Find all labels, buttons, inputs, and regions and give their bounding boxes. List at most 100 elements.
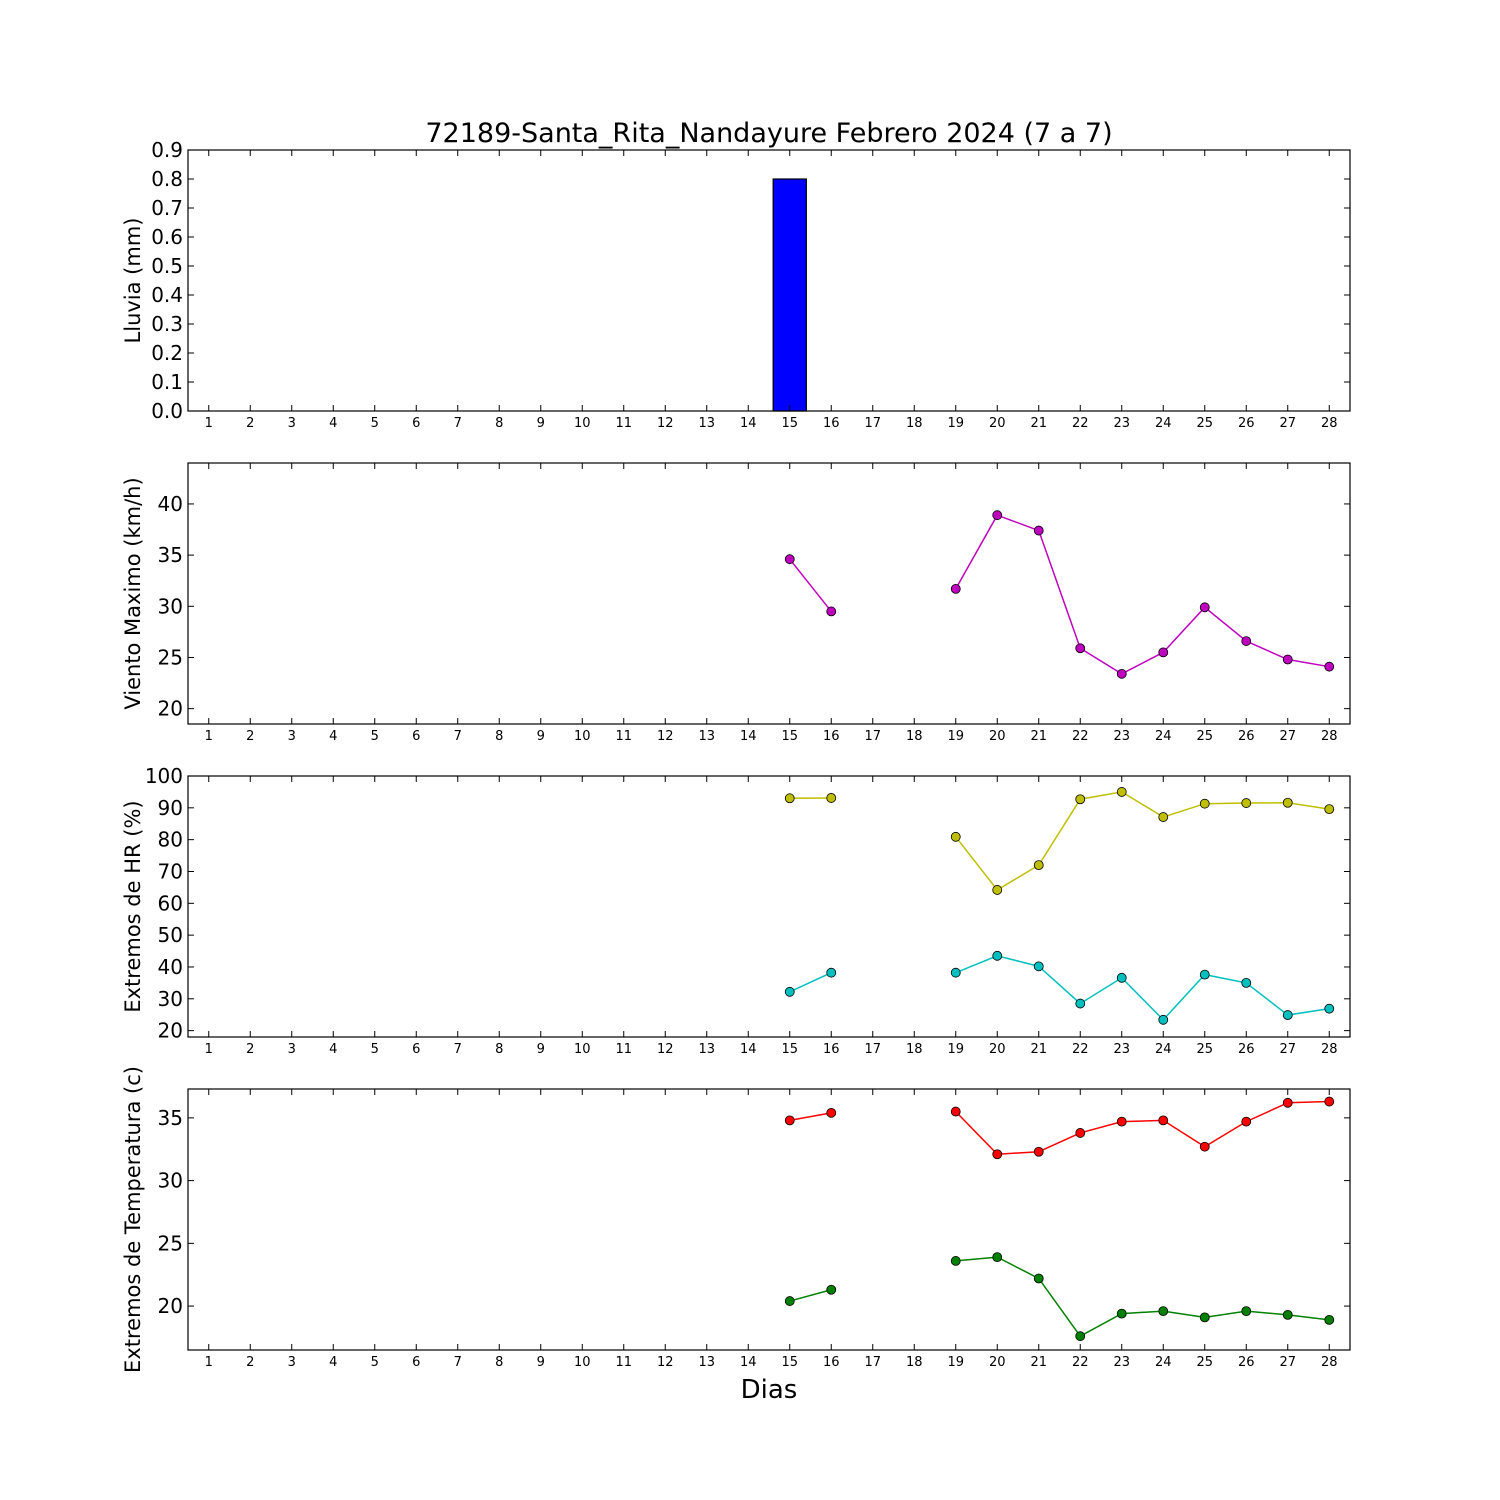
axes-frame — [187, 1088, 1351, 1351]
x-tick-label-6: 6 — [412, 1355, 420, 1370]
x-tick-label-12: 12 — [657, 729, 674, 744]
x-tick-label-6: 6 — [412, 1042, 420, 1057]
series-2-line-1 — [789, 972, 832, 993]
x-tick-label-23: 23 — [1113, 416, 1130, 431]
series-point-day-23 — [1116, 668, 1127, 679]
x-tick-label-22: 22 — [1072, 729, 1089, 744]
x-tick-label-20: 20 — [989, 416, 1006, 431]
x-tick-label-12: 12 — [657, 416, 674, 431]
x-tick-label-23: 23 — [1113, 1355, 1130, 1370]
x-tick-label-5: 5 — [371, 729, 379, 744]
chart-panels: 0.00.10.20.30.40.50.60.70.80.91 2 3 4 5 6 7 8 9 1… — [121, 138, 1351, 1373]
series-2-point-day-20 — [992, 950, 1003, 961]
x-tick-label-5: 5 — [371, 1042, 379, 1057]
axes-frame — [187, 775, 1351, 1038]
series-2-line-2 — [955, 955, 1330, 1021]
figure-title: 72189-Santa_Rita_Nandayure Febrero 2024 … — [425, 118, 1112, 149]
x-tick-label-1: 1 — [205, 416, 213, 431]
x-tick-label-8: 8 — [495, 1042, 503, 1057]
series-1-point-day-28 — [1324, 1096, 1335, 1107]
x-tick-label-26: 26 — [1238, 1042, 1255, 1057]
series-1-point-day-15 — [784, 1115, 795, 1126]
series-point-day-26 — [1241, 636, 1252, 646]
series-2-point-day-27 — [1282, 1309, 1293, 1320]
x-tick-label-18: 18 — [906, 416, 923, 431]
series-1-point-day-21 — [1033, 860, 1044, 871]
series-point-day-28 — [1324, 661, 1335, 672]
x-tick-label-17: 17 — [864, 416, 881, 431]
x-tick-label-17: 17 — [864, 1355, 881, 1370]
series-1-point-day-24 — [1158, 1115, 1169, 1126]
x-tick-label-21: 21 — [1030, 1042, 1047, 1057]
y-tick-label-0-1: 0.1 — [151, 370, 183, 394]
x-tick-label-26: 26 — [1238, 729, 1255, 744]
series-point-day-19 — [950, 583, 961, 594]
x-tick-label-4: 4 — [329, 416, 337, 431]
x-tick-label-10: 10 — [574, 416, 591, 431]
x-tick-label-28: 28 — [1321, 416, 1338, 431]
y-tick-label-20: 20 — [158, 1019, 183, 1043]
series-point-day-16 — [826, 606, 837, 617]
x-tick-label-23: 23 — [1113, 729, 1130, 744]
panel-1: 0.00.10.20.30.40.50.60.70.80.91 2 3 4 5 6 7 8 9 1… — [121, 138, 1351, 431]
series-point-day-24 — [1158, 647, 1169, 658]
series-2-point-day-26 — [1241, 1306, 1252, 1317]
x-tick-label-21: 21 — [1030, 416, 1047, 431]
series-2-point-day-28 — [1324, 1314, 1335, 1325]
series-1-point-day-19 — [950, 1106, 961, 1117]
x-tick-label-10: 10 — [574, 1355, 591, 1370]
x-tick-label-21: 21 — [1030, 729, 1047, 744]
x-tick-label-11: 11 — [615, 1355, 632, 1370]
series-2-point-day-19 — [950, 1256, 961, 1266]
y-tick-label-0-9: 0.9 — [151, 138, 183, 162]
x-tick-label-7: 7 — [454, 1042, 462, 1057]
y-tick-label-0-5: 0.5 — [151, 254, 183, 278]
series-1-point-day-28 — [1324, 804, 1335, 815]
x-tick-label-4: 4 — [329, 1355, 337, 1370]
x-tick-label-11: 11 — [615, 416, 632, 431]
y-axis-label: Lluvia (mm) — [121, 218, 145, 344]
series-1-point-day-25 — [1199, 798, 1210, 809]
series-1-point-day-21 — [1033, 1146, 1044, 1157]
series-2-point-day-20 — [992, 1252, 1003, 1263]
x-tick-label-24: 24 — [1155, 416, 1172, 431]
x-tick-label-25: 25 — [1196, 416, 1213, 431]
series-line-1 — [789, 558, 832, 612]
series-2-point-day-15 — [784, 1296, 795, 1306]
series-2-point-day-16 — [826, 967, 837, 978]
series-1-point-day-20 — [992, 885, 1003, 895]
x-tick-label-9: 9 — [537, 416, 545, 431]
series-1-point-day-19 — [950, 831, 961, 842]
x-axis-label: Dias — [741, 1375, 798, 1405]
y-tick-label-20: 20 — [158, 1294, 183, 1318]
x-tick-label-12: 12 — [657, 1042, 674, 1057]
series-1-point-day-26 — [1241, 1116, 1252, 1127]
series-point-day-22 — [1075, 643, 1086, 654]
x-tick-label-3: 3 — [288, 729, 296, 744]
y-tick-label-100: 100 — [145, 764, 183, 788]
x-tick-label-5: 5 — [371, 416, 379, 431]
series-2-point-day-27 — [1282, 1010, 1293, 1020]
y-tick-label-30: 30 — [158, 594, 183, 618]
x-tick-label-8: 8 — [495, 416, 503, 431]
x-tick-label-27: 27 — [1279, 729, 1296, 744]
x-tick-label-9: 9 — [537, 1042, 545, 1057]
y-tick-label-0-2: 0.2 — [151, 341, 183, 365]
x-tick-label-7: 7 — [454, 1355, 462, 1370]
series-2-point-day-23 — [1116, 1308, 1127, 1319]
x-tick-label-24: 24 — [1155, 1355, 1172, 1370]
x-tick-label-10: 10 — [574, 1042, 591, 1057]
x-tick-label-11: 11 — [615, 1042, 632, 1057]
x-tick-label-20: 20 — [989, 1042, 1006, 1057]
y-tick-label-60: 60 — [158, 891, 183, 915]
axes-frame — [187, 149, 1351, 412]
x-tick-label-5: 5 — [371, 1355, 379, 1370]
x-tick-label-1: 1 — [205, 1355, 213, 1370]
x-tick-label-27: 27 — [1279, 1355, 1296, 1370]
x-tick-label-14: 14 — [740, 1042, 757, 1057]
y-tick-label-80: 80 — [158, 828, 183, 852]
x-tick-label-13: 13 — [698, 1355, 715, 1370]
x-tick-label-22: 22 — [1072, 1355, 1089, 1370]
